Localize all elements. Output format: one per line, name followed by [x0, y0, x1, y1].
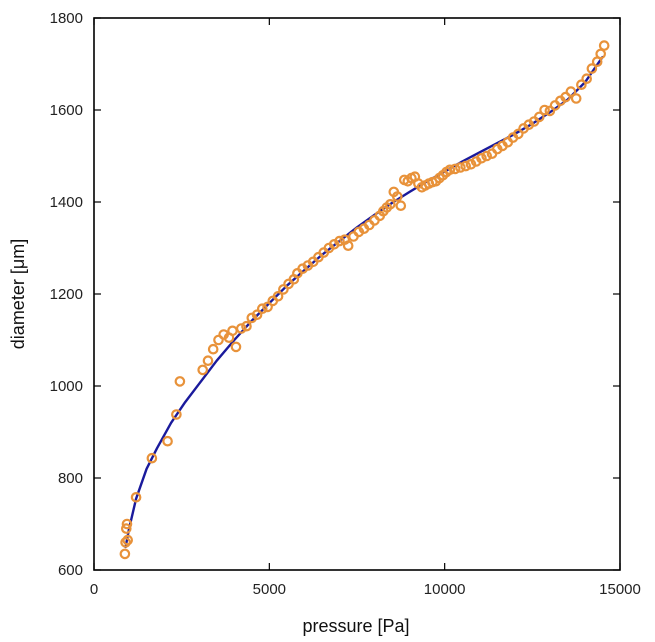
data-point: [570, 93, 582, 104]
y-tick-label: 1200: [50, 286, 83, 303]
data-point: [174, 376, 186, 387]
data-point: [598, 40, 610, 51]
data-point: [272, 290, 284, 302]
data-point: [251, 309, 263, 320]
data-point: [512, 128, 524, 140]
data-point: [130, 491, 142, 503]
y-tick-label: 1000: [50, 378, 83, 395]
data-point: [236, 323, 247, 334]
data-point: [162, 435, 173, 447]
x-tick-label: 0: [90, 581, 98, 598]
data-point: [481, 150, 492, 162]
y-tick-label: 600: [58, 562, 83, 579]
data-point: [595, 48, 606, 60]
data-point: [581, 73, 592, 84]
y-tick-label: 1600: [50, 102, 83, 119]
data-point: [465, 159, 477, 170]
fit-line-layer: [124, 55, 604, 549]
x-tick-label: 10000: [424, 581, 466, 598]
data-point: [213, 334, 224, 346]
data-point: [560, 91, 571, 103]
data-point: [449, 163, 461, 175]
data-point: [119, 548, 131, 560]
axes: [93, 17, 621, 571]
data-point: [121, 523, 132, 534]
data-point: [586, 63, 598, 74]
data-point: [256, 303, 268, 314]
data-point: [146, 452, 158, 464]
y-tick-label: 1400: [50, 194, 83, 211]
data-point: [197, 364, 208, 376]
x-axis-label: pressure [Pa]: [302, 616, 409, 636]
data-points-layer: [119, 40, 610, 560]
data-point: [455, 162, 466, 173]
y-tick-label: 800: [58, 470, 83, 487]
data-point: [342, 240, 354, 251]
data-point: [241, 320, 252, 332]
data-point: [576, 79, 587, 90]
ticks: 0 5000 10000 15000 600 800 1000 1200 1400 1600 180…: [50, 10, 641, 598]
data-point: [533, 111, 545, 123]
data-point: [444, 164, 456, 176]
data-point: [262, 301, 273, 313]
data-point: [391, 191, 403, 202]
data-point: [395, 200, 407, 211]
data-point: [121, 518, 133, 530]
data-point: [202, 355, 214, 366]
y-axis-label: diameter [μm]: [8, 239, 28, 349]
x-tick-label: 5000: [253, 581, 286, 598]
x-tick-label: 15000: [599, 581, 641, 598]
data-point: [476, 153, 487, 164]
fit-line: [124, 55, 604, 549]
data-point: [230, 341, 242, 353]
data-point: [539, 104, 550, 116]
data-point: [460, 160, 471, 172]
data-point: [207, 343, 219, 355]
y-tick-label: 1800: [50, 10, 83, 27]
data-point: [384, 199, 396, 210]
data-point: [278, 284, 289, 295]
data-point: [171, 409, 182, 420]
plot-frame: [93, 17, 621, 571]
data-point: [120, 537, 131, 548]
data-point: [565, 86, 577, 97]
data-point: [334, 235, 345, 247]
data-point: [544, 105, 556, 117]
data-point: [122, 534, 133, 546]
